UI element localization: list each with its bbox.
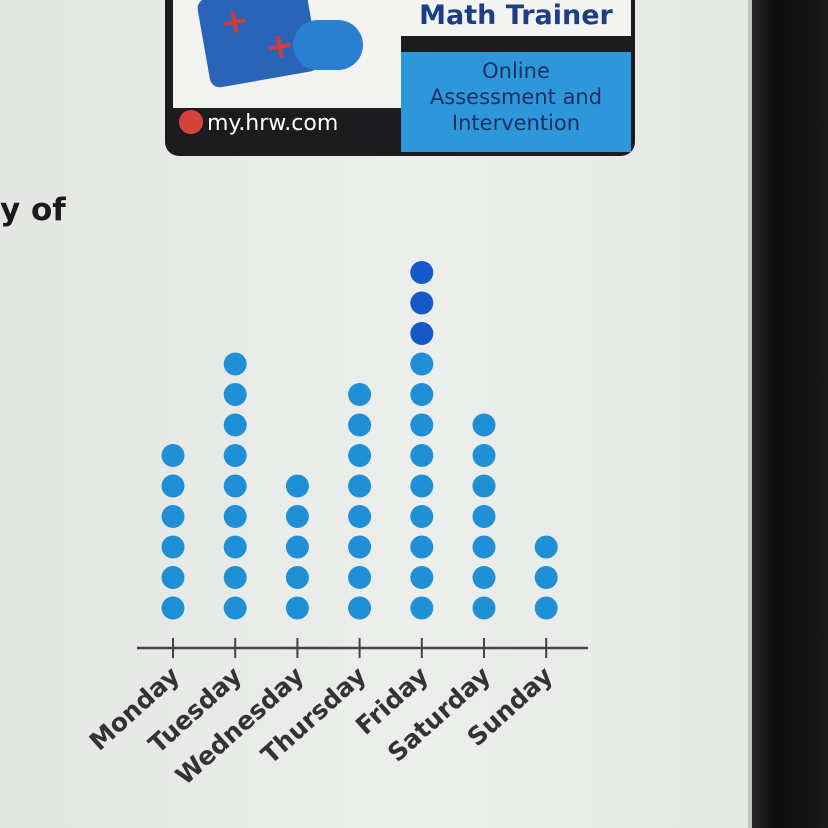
dot-wednesday [285, 596, 309, 620]
whistle-icon [293, 20, 363, 70]
dot-friday [410, 566, 434, 589]
dot-friday [410, 322, 434, 345]
dot-tuesday [223, 566, 247, 589]
dot-wednesday [285, 474, 309, 498]
dot-saturday [472, 596, 496, 620]
dot-saturday [472, 444, 496, 467]
dot-wednesday [285, 505, 309, 528]
dot-tuesday [223, 352, 247, 376]
math-trainer-banner[interactable]: + + my.hrw.com Math Trainer Online Asses… [165, 0, 635, 156]
dot-sunday [534, 535, 558, 559]
banner-subtitle: Online Assessment and Intervention [401, 52, 631, 152]
subtitle-line: Intervention [451, 111, 581, 135]
dot-monday [161, 474, 185, 498]
dot-thursday [348, 596, 372, 620]
dot-monday [161, 505, 185, 528]
monitor-bezel [752, 0, 828, 828]
dot-friday [410, 444, 434, 467]
dot-saturday [472, 566, 496, 589]
banner-title: Math Trainer [401, 0, 631, 36]
dot-monday [161, 444, 185, 467]
partial-heading: y of [0, 192, 66, 228]
dot-friday [410, 261, 434, 284]
dot-wednesday [285, 535, 309, 559]
dot-saturday [472, 535, 496, 559]
dot-friday [410, 383, 434, 406]
subtitle-line: Assessment and [429, 85, 603, 109]
dot-monday [161, 566, 185, 589]
site-link[interactable]: my.hrw.com [179, 110, 338, 136]
dot-thursday [348, 474, 372, 498]
dot-friday [410, 291, 434, 315]
site-text: my.hrw.com [207, 111, 339, 136]
dot-thursday [348, 413, 372, 437]
dot-tuesday [223, 596, 247, 620]
dot-saturday [472, 474, 496, 498]
dot-sunday [534, 596, 558, 620]
dot-tuesday [223, 474, 247, 498]
dot-thursday [348, 505, 372, 528]
dot-tuesday [223, 444, 247, 467]
dot-friday [410, 474, 434, 498]
dot-monday [161, 535, 185, 559]
dot-sunday [534, 566, 558, 589]
dot-monday [161, 596, 185, 620]
dot-friday [410, 596, 434, 620]
dot-saturday [472, 505, 496, 528]
dot-tuesday [223, 505, 247, 528]
hrw-logo-icon [179, 110, 203, 134]
dot-tuesday [223, 413, 247, 437]
subtitle-line: Online [482, 59, 550, 83]
dot-tuesday [223, 383, 247, 406]
dot-thursday [348, 566, 372, 589]
dot-saturday [472, 413, 496, 437]
dot-friday [410, 535, 434, 559]
dot-friday [410, 413, 434, 437]
toolbox-illustration: + + [173, 0, 401, 108]
dot-thursday [348, 444, 372, 467]
dot-thursday [348, 383, 372, 406]
screen-edge [748, 0, 754, 828]
dot-wednesday [285, 566, 309, 589]
dot-thursday [348, 535, 372, 559]
dot-friday [410, 505, 434, 528]
dot-tuesday [223, 535, 247, 559]
dot-friday [410, 352, 434, 376]
